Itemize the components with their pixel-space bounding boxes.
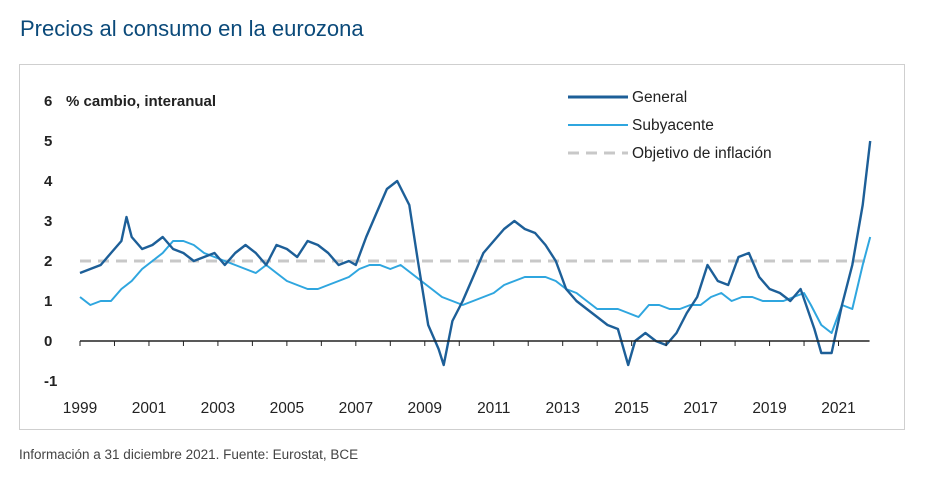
legend-label-general: General [632, 89, 687, 106]
legend-label-objetivo: Objetivo de inflación [632, 145, 772, 162]
x-tick-label: 2021 [821, 400, 855, 417]
y-tick-label: 3 [44, 213, 52, 230]
x-tick-label: 2003 [201, 400, 235, 417]
x-tick-label: 2013 [545, 400, 579, 417]
y-tick-label: 5 [44, 133, 52, 150]
x-axis-ticks: 1999 2001 2003 2005 2007 2009 2011 2013 2015 2017… [63, 341, 856, 417]
x-tick-label: 2019 [752, 400, 786, 417]
x-tick-label: 2001 [132, 400, 166, 417]
x-tick-label: 2017 [683, 400, 717, 417]
line-chart: -1 0 1 2 3 4 5 6 % cambio, interanual 1999 2001 2… [44, 89, 872, 417]
chart-title: Precios al consumo en la eurozona [20, 16, 364, 41]
y-axis-ticks: -1 0 1 2 3 4 5 6 [44, 93, 57, 390]
y-tick-label: 6 [44, 93, 52, 110]
y-tick-label: 0 [44, 333, 52, 350]
x-tick-label: 2005 [270, 400, 304, 417]
source-note: Información a 31 diciembre 2021. Fuente:… [19, 447, 359, 462]
series-line-subyacente [79, 236, 872, 334]
legend: General Subyacente Objetivo de inflación [568, 89, 772, 162]
series-line-general [79, 140, 872, 367]
x-tick-label: 2009 [408, 400, 442, 417]
y-tick-label: -1 [44, 373, 57, 390]
x-tick-label: 2011 [477, 400, 510, 417]
y-axis-label: % cambio, interanual [66, 93, 216, 110]
legend-label-subyacente: Subyacente [632, 117, 714, 134]
y-tick-label: 2 [44, 253, 52, 270]
chart-panel: -1 0 1 2 3 4 5 6 % cambio, interanual 1999 2001 2… [19, 64, 905, 430]
y-tick-label: 4 [44, 173, 53, 190]
y-tick-label: 1 [44, 293, 52, 310]
x-tick-label: 1999 [63, 400, 97, 417]
x-tick-label: 2015 [614, 400, 648, 417]
x-tick-label: 2007 [339, 400, 373, 417]
